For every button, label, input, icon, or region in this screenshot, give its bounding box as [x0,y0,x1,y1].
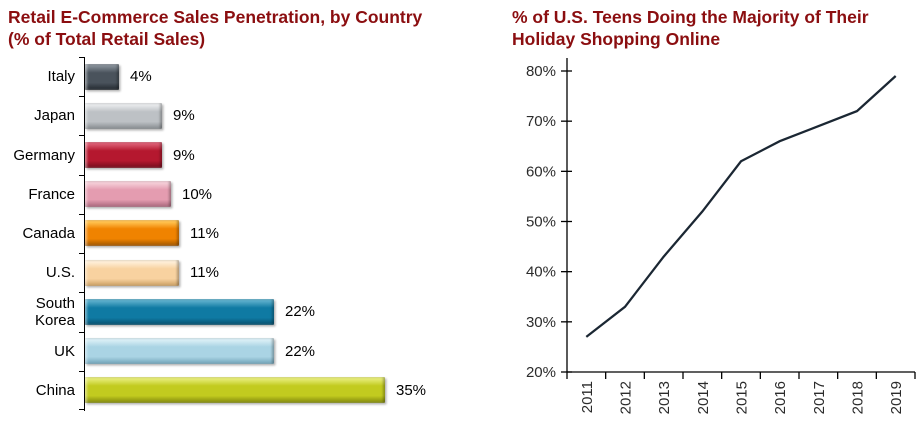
bar [85,102,162,129]
value-label: 35% [396,381,427,399]
bar-row: France 10% [0,175,460,214]
x-tick-label: 2011 [579,381,596,413]
y-tick-label: 50% [526,214,556,231]
axis-tick [79,409,85,410]
value-label: 4% [130,68,152,86]
y-tick-label: 60% [526,163,556,180]
bar-row: Italy 4% [0,57,460,96]
category-label: Germany [13,146,75,164]
x-tick-label: 2012 [618,381,635,414]
x-tick-label: 2013 [656,381,673,414]
axis-tick [79,371,85,372]
line-chart-panel: % of U.S. Teens Doing the Majority of Th… [460,0,923,425]
value-label: 9% [173,146,195,164]
bar-track: 22% [84,298,460,325]
bar-row: China 35% [0,371,460,410]
bar-row: South Korea 22% [0,292,460,331]
bar-track: 22% [84,338,460,365]
category-label: South Korea [34,294,75,329]
bar-track: 35% [84,377,460,404]
category-label: Canada [22,224,75,242]
bar-row: U.S. 11% [0,253,460,292]
category-label: U.S. [45,264,75,282]
axis-tick [79,57,85,58]
bar [85,259,179,286]
category-label: UK [54,342,75,360]
bar-row: UK 22% [0,332,460,371]
bar [85,298,274,325]
line-chart-title-line1: % of U.S. Teens Doing the Majority of Th… [512,7,869,27]
bar [85,220,179,247]
value-label: 11% [190,264,219,282]
bar-row: Germany 9% [0,135,460,174]
x-tick-label: 2018 [850,381,867,414]
y-tick-label: 70% [526,113,556,130]
value-label: 22% [285,342,316,360]
value-label: 11% [190,224,219,242]
bar-track: 9% [84,142,460,169]
x-tick-label: 2014 [695,381,712,414]
axis-tick [79,96,85,97]
line-chart-title: % of U.S. Teens Doing the Majority of Th… [512,6,923,50]
trend-line [585,75,897,338]
axis-tick [79,135,85,136]
bar-row: Canada 11% [0,214,460,253]
axis-tick [79,332,85,333]
x-tick-label: 2016 [772,381,789,414]
axis-tick [79,253,85,254]
axis-tick [79,292,85,293]
axis-tick [79,175,85,176]
bar-track: 11% [84,220,460,247]
y-tick-label: 30% [526,314,556,331]
bar-chart-title-line1: Retail E-Commerce Sales Penetration, by … [8,7,423,27]
category-label: Italy [47,68,75,86]
value-label: 10% [182,185,213,203]
bar [85,142,162,169]
category-label: France [28,185,75,203]
bar-row: Japan 9% [0,96,460,135]
x-tick-label: 2019 [888,381,905,414]
bar [85,338,274,365]
bar [85,377,385,404]
bar [85,63,119,90]
y-axis-line [84,57,85,411]
bar [85,181,171,208]
line-chart-title-line2: Holiday Shopping Online [512,29,721,49]
y-tick-label: 80% [526,63,556,80]
y-tick-label: 20% [526,364,556,381]
bar-chart-title-line2: (% of Total Retail Sales) [8,29,206,49]
bar-track: 9% [84,102,460,129]
x-tick-label: 2015 [734,381,751,414]
x-tick-label: 2017 [811,381,828,414]
y-tick-label: 40% [526,264,556,281]
value-label: 22% [285,303,316,321]
bar-chart-title: Retail E-Commerce Sales Penetration, by … [8,6,460,50]
bar-chart-plot: Italy 4% Japan 9% Germany 9% France 10% Canada 11… [0,57,460,411]
line-chart: 20% 30% 40% 50% 60% 70% 80% 2011 2012 2013 2014 201… [526,58,916,414]
bar-track: 11% [84,259,460,286]
bar-chart-panel: Retail E-Commerce Sales Penetration, by … [0,0,460,425]
category-label: Japan [34,107,75,125]
category-label: China [35,381,75,399]
value-label: 9% [173,107,195,125]
bar-track: 10% [84,181,460,208]
bar-track: 4% [84,63,460,90]
axis-tick [79,214,85,215]
